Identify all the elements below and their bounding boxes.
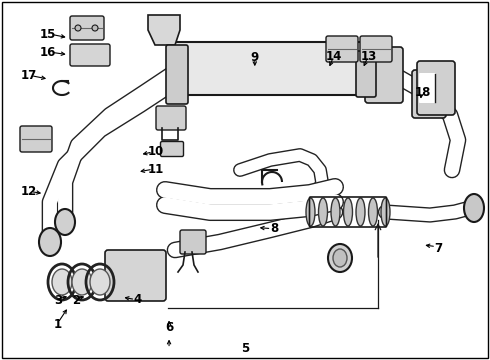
FancyBboxPatch shape (417, 61, 455, 115)
Ellipse shape (52, 269, 72, 295)
Text: 2: 2 (72, 294, 80, 307)
Text: 12: 12 (20, 185, 37, 198)
FancyBboxPatch shape (105, 250, 166, 301)
Ellipse shape (72, 269, 92, 295)
Text: 18: 18 (414, 86, 431, 99)
Text: 16: 16 (40, 46, 56, 59)
Text: 11: 11 (147, 163, 164, 176)
Text: 9: 9 (251, 51, 259, 64)
Text: 6: 6 (165, 321, 173, 334)
Ellipse shape (381, 198, 390, 226)
Text: 1: 1 (54, 318, 62, 331)
FancyBboxPatch shape (412, 70, 446, 118)
Ellipse shape (328, 244, 352, 272)
Text: 14: 14 (326, 50, 343, 63)
Polygon shape (148, 15, 180, 45)
FancyBboxPatch shape (356, 51, 376, 97)
Text: 10: 10 (147, 145, 164, 158)
Text: 3: 3 (54, 294, 62, 307)
Ellipse shape (464, 194, 484, 222)
FancyBboxPatch shape (166, 45, 188, 104)
FancyBboxPatch shape (161, 141, 183, 157)
Ellipse shape (343, 198, 352, 226)
Ellipse shape (90, 269, 110, 295)
Ellipse shape (39, 228, 61, 256)
Ellipse shape (306, 198, 315, 226)
Text: 4: 4 (133, 293, 141, 306)
FancyBboxPatch shape (20, 126, 52, 152)
FancyBboxPatch shape (419, 73, 436, 103)
Circle shape (92, 25, 98, 31)
Circle shape (75, 25, 81, 31)
FancyBboxPatch shape (70, 16, 104, 40)
FancyBboxPatch shape (70, 44, 110, 66)
Text: 15: 15 (40, 28, 56, 41)
FancyBboxPatch shape (156, 106, 186, 130)
Ellipse shape (356, 198, 365, 226)
Ellipse shape (331, 198, 340, 226)
Text: 8: 8 (270, 222, 278, 235)
FancyBboxPatch shape (326, 36, 358, 62)
Ellipse shape (318, 198, 327, 226)
Text: 5: 5 (241, 342, 249, 355)
Text: 13: 13 (360, 50, 377, 63)
Text: 7: 7 (435, 242, 442, 255)
Text: 17: 17 (20, 69, 37, 82)
FancyBboxPatch shape (365, 47, 403, 103)
FancyBboxPatch shape (180, 230, 206, 254)
Ellipse shape (333, 249, 347, 267)
Ellipse shape (55, 209, 75, 235)
Ellipse shape (368, 198, 377, 226)
FancyBboxPatch shape (172, 42, 373, 95)
FancyBboxPatch shape (360, 36, 392, 62)
